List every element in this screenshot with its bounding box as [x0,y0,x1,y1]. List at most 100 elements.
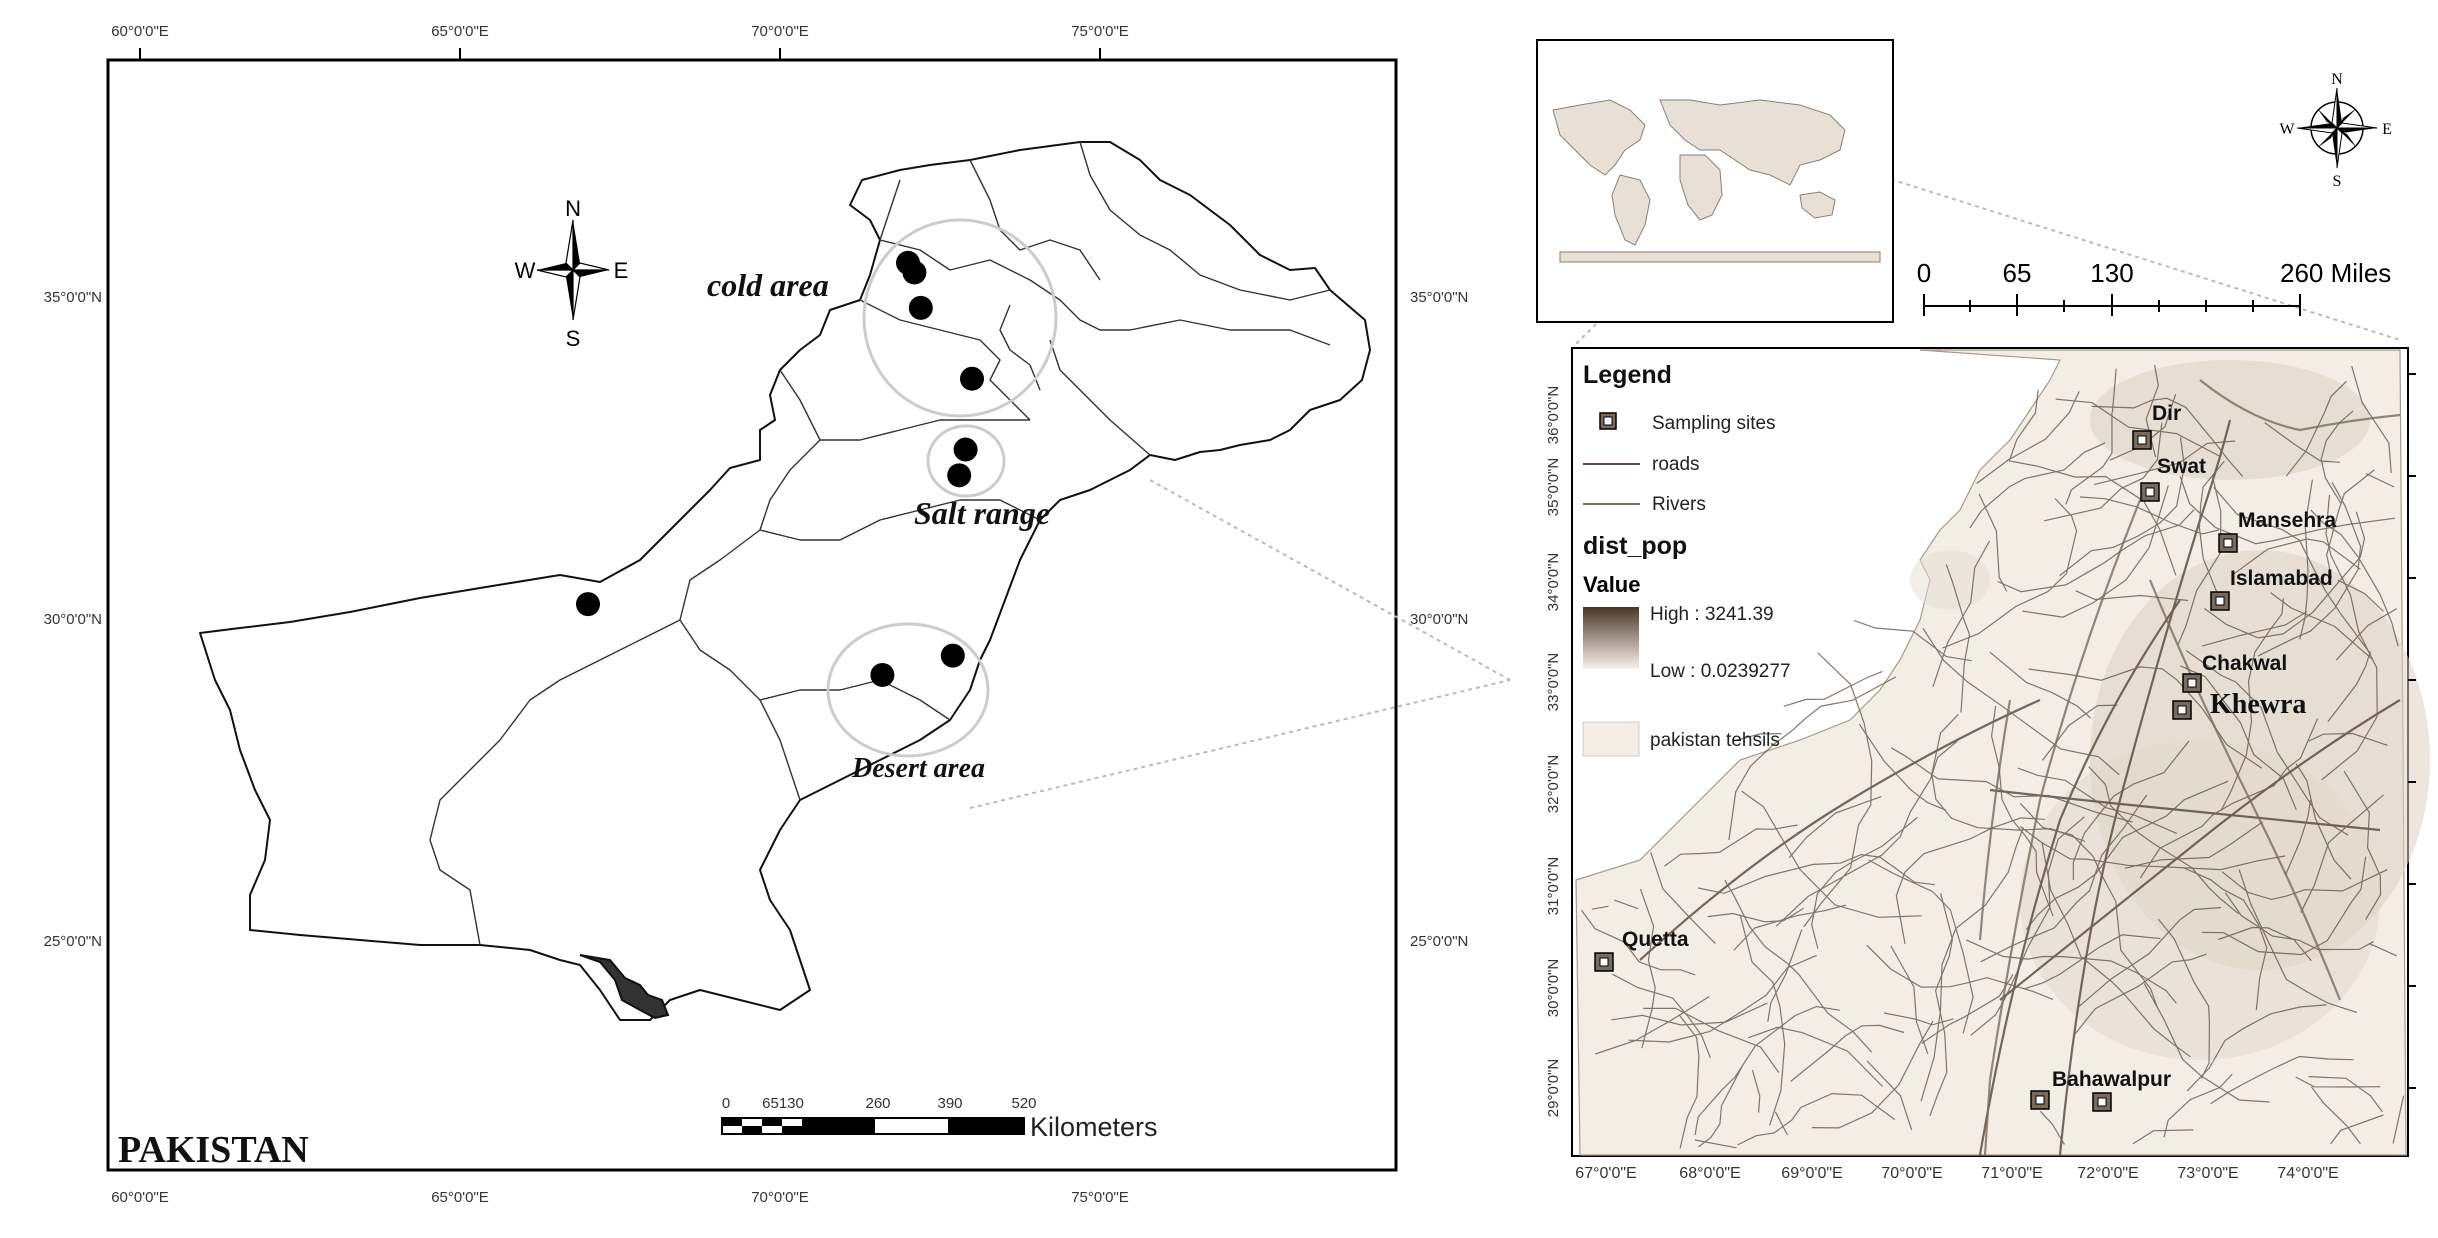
road-segment [2075,590,2189,602]
road-segment [1853,619,1972,662]
road-segment [2183,867,2268,1011]
road-segment [1866,1060,1913,1131]
road-segment [1741,790,1922,918]
road-network [1580,364,2405,1156]
detail-lat-31: 31°0'0"N [1545,857,1562,915]
province-boundaries [429,141,1331,946]
world-land [1552,99,1881,263]
road-segment [1639,888,1656,1049]
sampling-point-3 [908,295,933,320]
highway [1999,699,2401,1001]
road-segment [1774,1111,1789,1136]
detail-lon-74: 74°0'0"E [2277,1165,2338,1182]
road-segment [1751,1069,1761,1113]
detail-lon-73: 73°0'0"E [2177,1165,2238,1182]
road-segment [2368,942,2397,957]
site-marker-7 [1594,952,1614,972]
lon-tick-top-2: 65°0'0"E [431,23,489,40]
highway [1989,788,2381,832]
road-segment [2327,651,2371,723]
road-segment [2213,486,2372,655]
river-network [1978,379,2401,1156]
road-segment [2343,770,2382,921]
world-inset [1536,39,1894,323]
road-segment [1611,1002,1768,1026]
main-lat-ticks-right: 35°0'0"N 30°0'0"N 25°0'0"N [1410,289,1468,950]
road-segment [2055,398,2220,457]
site-marker-9 [2092,1092,2112,1112]
sampling-point-2 [902,260,927,285]
legend-roads: roads [1652,454,1700,475]
road-segment [2218,926,2312,962]
road-segment [2077,907,2221,1008]
site-label-chakwal: Chakwal [2202,652,2287,675]
road-segment [2221,869,2388,901]
detail-lon-70: 70°0'0"E [1881,1165,1942,1182]
road-segment [1739,914,1786,1126]
site-marker-6 [2172,700,2192,720]
main-north-n: N [565,196,581,221]
inset-north-n: N [2331,71,2343,88]
detail-lon-ticks: 67°0'0"E 68°0'0"E 69°0'0"E 70°0'0"E 71°0… [1575,1165,2338,1182]
region-ellipses [826,218,1058,758]
road-segment [2072,740,2190,881]
road-segment [2295,1076,2381,1088]
miles-scale-bar: 0 65 130 260 Miles [1917,258,2391,316]
highway [2058,419,2232,1156]
road-segment [1970,816,2085,1036]
road-segment [1868,859,1974,1034]
road-segment [1932,540,1991,688]
road-segment [2091,397,2244,477]
site-marker-4 [2210,591,2230,611]
road-segment [2124,821,2264,869]
road-segment [2163,1073,2233,1138]
road-segment [2300,794,2384,913]
road-segment [1929,893,1954,1116]
road-segment [2179,476,2396,545]
site-label-dir: Dir [2152,402,2181,425]
road-segment [2006,391,2080,462]
road-segment [2365,473,2395,488]
lat-tick-left-3: 25°0'0"N [44,933,102,950]
main-map: 60°0'0"E 65°0'0"E 70°0'0"E 75°0'0"E 60°0… [44,23,1469,1206]
road-segment [1890,747,2133,823]
site-label-khewra: Khewra [2210,689,2306,720]
road-segment [2231,538,2361,577]
road-segment [1628,954,1817,1043]
road-segment [1980,794,2148,963]
legend-high: High : 3241.39 [1650,604,1774,625]
detail-lat-32: 32°0'0"N [1545,755,1562,813]
cold-area-label: cold area [707,267,829,303]
road-segment [1767,929,1803,1022]
legend-value-label: Value [1583,572,1640,597]
detail-lon-67: 67°0'0"E [1575,1165,1636,1182]
road-segment [1678,1014,1700,1149]
road-segment [2320,410,2354,505]
road-segment [1595,995,1710,1055]
desert-area-ellipse [826,622,990,758]
road-segment [1614,899,1639,910]
road-segment [2088,766,2240,915]
scale-tick-0: 0 [722,1095,730,1112]
road-segment [2041,841,2191,1058]
detail-lat-30: 30°0'0"N [1545,959,1562,1017]
legend-title: Legend [1583,361,1672,389]
road-segment [2337,579,2384,612]
road-segment [1694,1005,1840,1136]
highway [1978,599,2181,1156]
road-segment [2351,365,2392,473]
legend-gradient [1583,607,1639,669]
road-segment [2043,422,2163,522]
road-segment [1650,852,1716,945]
road-segment [2039,1110,2065,1145]
site-label-swat: Swat [2157,455,2206,478]
road-segment [2270,592,2373,660]
road-segment [2295,763,2352,880]
road-segment [2335,608,2398,661]
road-segment [1866,944,2054,1000]
road-segment [2210,1055,2354,1105]
road-segment [2238,869,2357,1013]
legend-sampling-sites: Sampling sites [1652,413,1776,434]
road-segment [2321,494,2378,781]
